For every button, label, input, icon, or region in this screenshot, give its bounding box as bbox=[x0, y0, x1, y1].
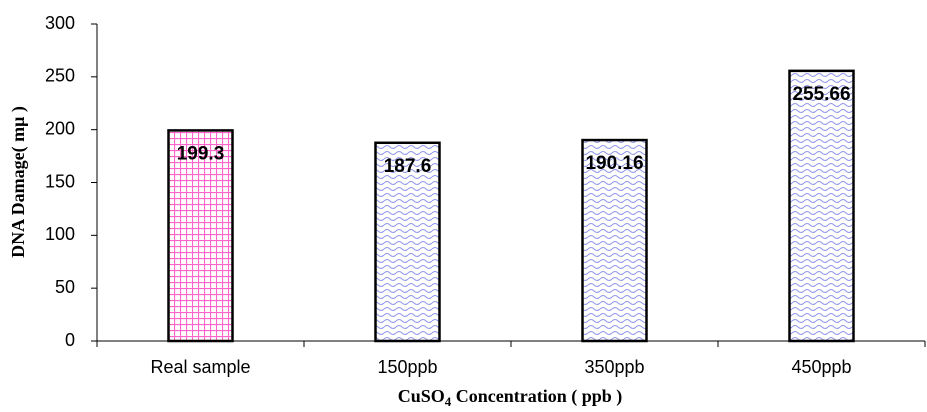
y-tick-label: 50 bbox=[55, 277, 75, 297]
x-axis-title-part: CuSO bbox=[398, 386, 445, 406]
y-tick-label: 150 bbox=[45, 171, 75, 191]
x-tick-label: 350ppb bbox=[584, 357, 644, 377]
value-label: 255.66 bbox=[792, 84, 850, 105]
y-axis-title: DNA Damage( mμ ) bbox=[8, 106, 29, 258]
value-label: 190.16 bbox=[585, 153, 643, 174]
bar bbox=[374, 141, 441, 343]
x-tick-label: Real sample bbox=[150, 357, 250, 377]
y-tick-label: 100 bbox=[45, 224, 75, 244]
y-tick-label: 300 bbox=[45, 13, 75, 33]
bar bbox=[167, 129, 234, 343]
value-label: 199.3 bbox=[177, 143, 225, 164]
x-tick-label: 450ppb bbox=[791, 357, 851, 377]
y-tick-label: 0 bbox=[65, 330, 75, 350]
x-axis-title: CuSO4 Concentration ( ppb ) bbox=[398, 386, 623, 409]
x-axis-title-part: Concentration ( ppb ) bbox=[451, 386, 622, 407]
bar bbox=[788, 69, 855, 343]
bar bbox=[581, 138, 648, 343]
y-tick-label: 250 bbox=[45, 66, 75, 86]
x-axis-title-subscript: 4 bbox=[445, 394, 452, 409]
y-tick-label: 200 bbox=[45, 118, 75, 138]
value-label: 187.6 bbox=[384, 156, 432, 177]
x-tick-label: 150ppb bbox=[377, 357, 437, 377]
